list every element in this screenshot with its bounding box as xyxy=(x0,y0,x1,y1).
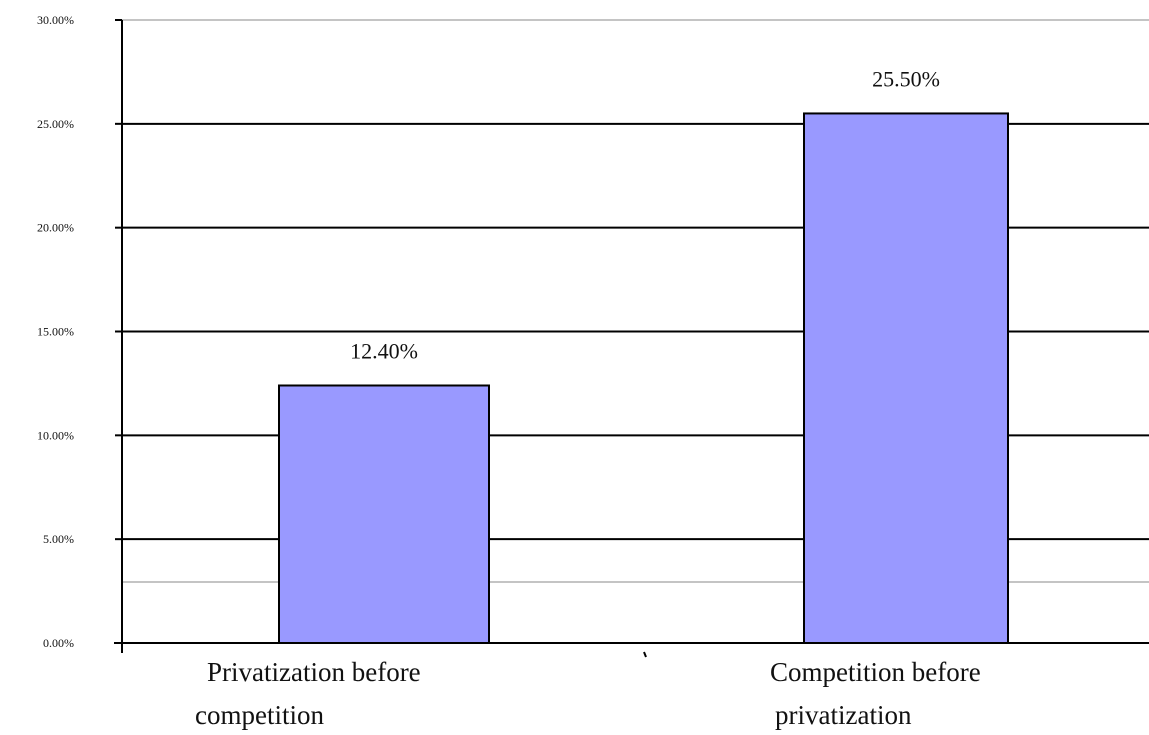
category-label: Privatization before xyxy=(207,657,421,687)
y-tick-label: 0.00% xyxy=(43,636,74,650)
axes xyxy=(114,19,1149,658)
data-label: 12.40% xyxy=(350,338,418,363)
y-tick-label: 5.00% xyxy=(43,532,74,546)
y-tick-label: 25.00% xyxy=(37,117,74,131)
bar xyxy=(803,112,1009,644)
category-label: competition xyxy=(195,700,324,730)
y-tick-label: 30.00% xyxy=(37,13,74,27)
bar xyxy=(278,384,490,644)
category-label: Competition before xyxy=(770,657,981,687)
y-tick-label: 15.00% xyxy=(37,325,74,339)
data-label: 25.50% xyxy=(872,66,940,91)
category-label: privatization xyxy=(775,700,912,730)
bars xyxy=(278,112,1009,644)
y-tick-label: 20.00% xyxy=(37,221,74,235)
y-tick-label: 10.00% xyxy=(37,428,74,442)
x-tick-mark xyxy=(643,651,647,658)
y-axis-tick-labels: 0.00% 5.00% 10.00% 15.00% 20.00% 25.00% 30.00% xyxy=(37,13,74,650)
data-labels: 12.40% 25.50% xyxy=(350,66,940,363)
x-axis-category-labels: Privatization before competition Competiti… xyxy=(195,657,981,730)
